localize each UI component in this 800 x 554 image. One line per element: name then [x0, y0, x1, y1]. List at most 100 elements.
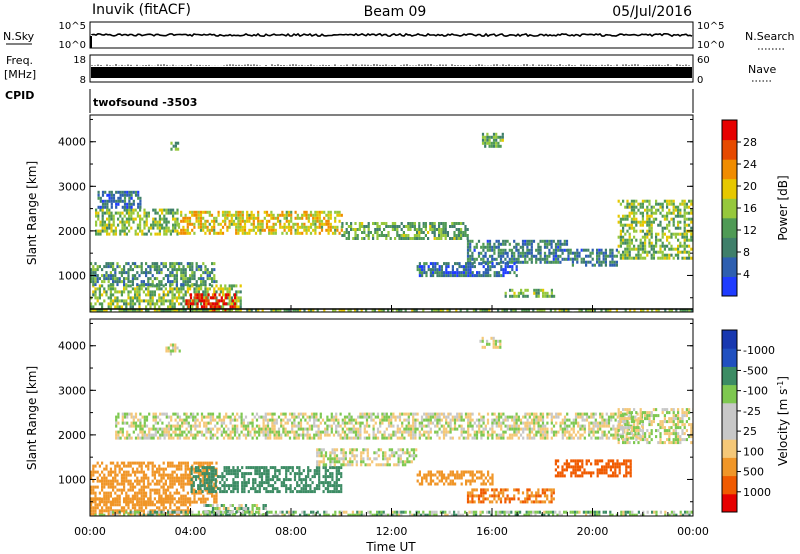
heatmap-cell	[151, 274, 154, 278]
heatmap-cell	[519, 418, 523, 422]
heatmap-cell	[152, 217, 155, 221]
heatmap-cell	[611, 248, 614, 252]
heatmap-cell	[189, 412, 193, 416]
heatmap-cell	[681, 214, 684, 218]
heatmap-cell	[576, 254, 579, 258]
heatmap-cell	[460, 265, 463, 269]
heatmap-cell	[175, 488, 178, 492]
heatmap-cell	[101, 223, 104, 227]
heatmap-cell	[561, 242, 564, 246]
heatmap-cell	[222, 436, 226, 440]
heatmap-cell	[171, 274, 174, 278]
heatmap-cell	[239, 305, 242, 309]
heatmap-cell	[109, 482, 112, 486]
heatmap-cell	[127, 482, 130, 486]
heatmap-cell	[520, 288, 523, 292]
heatmap-cell	[511, 294, 514, 298]
heatmap-cell	[189, 479, 192, 483]
heatmap-cell	[337, 418, 340, 422]
heatmap-cell	[240, 415, 243, 419]
heatmap-cell	[127, 290, 130, 294]
heatmap-cell	[237, 222, 240, 226]
heatmap-cell	[677, 232, 680, 236]
heatmap-cell	[131, 461, 134, 465]
heatmap-cell	[372, 424, 375, 428]
heatmap-cell	[128, 193, 131, 197]
heatmap-cell	[467, 430, 470, 434]
heatmap-cell	[360, 308, 363, 312]
heatmap-cell	[313, 418, 316, 422]
heatmap-cell	[176, 229, 179, 233]
heatmap-cell	[184, 473, 187, 477]
heatmap-cell	[193, 213, 196, 217]
heatmap-cell	[118, 271, 121, 275]
heatmap-cell	[214, 424, 217, 428]
heatmap-cell	[677, 214, 680, 218]
heatmap-cell	[117, 433, 120, 437]
heatmap-cell	[365, 421, 369, 425]
heatmap-cell	[537, 418, 540, 422]
heatmap-cell	[480, 433, 483, 437]
heatmap-cell	[206, 210, 209, 214]
heatmap-cell	[607, 424, 611, 428]
heatmap-cell	[142, 488, 145, 492]
heatmap-cell	[315, 424, 318, 428]
heatmap-cell	[579, 415, 582, 419]
heatmap-cell	[117, 202, 120, 206]
heatmap-cell	[277, 308, 280, 312]
heatmap-cell	[550, 415, 553, 419]
heatmap-cell	[153, 473, 156, 477]
heatmap-cell	[604, 260, 607, 264]
heatmap-cell	[90, 277, 93, 281]
heatmap-cell	[522, 291, 525, 295]
heatmap-cell	[243, 222, 247, 226]
heatmap-cell	[189, 265, 192, 269]
heatmap-cell	[504, 242, 507, 246]
heatmap-cell	[480, 274, 483, 278]
heatmap-cell	[182, 476, 185, 480]
heatmap-cell	[376, 237, 379, 240]
heatmap-cell	[506, 418, 509, 422]
heatmap-cell	[250, 210, 253, 214]
heatmap-cell	[228, 213, 231, 217]
heatmap-cell	[236, 430, 239, 434]
heatmap-cell	[229, 436, 232, 440]
heatmap-cell	[182, 488, 185, 492]
heatmap-cell	[619, 217, 622, 221]
heatmap-cell	[321, 418, 325, 422]
heatmap-cell	[95, 229, 98, 233]
y-tick-label: 1000	[58, 269, 86, 282]
heatmap-cell	[164, 293, 167, 297]
heatmap-cell	[340, 308, 343, 312]
heatmap-cell	[182, 231, 185, 235]
heatmap-cell	[182, 479, 185, 483]
heatmap-cell	[121, 193, 124, 197]
heatmap-cell	[635, 205, 638, 209]
heatmap-cell	[391, 225, 394, 228]
heatmap-cell	[96, 277, 99, 281]
heatmap-cell	[340, 213, 343, 217]
heatmap-cell	[200, 308, 203, 312]
heatmap-cell	[233, 302, 237, 306]
heatmap-cell	[136, 461, 139, 465]
heatmap-cell	[175, 464, 178, 468]
heatmap-cell	[294, 216, 297, 220]
heatmap-cell	[92, 268, 95, 272]
heatmap-cell	[655, 202, 658, 206]
heatmap-cell	[619, 232, 622, 236]
heatmap-cell	[221, 231, 225, 235]
heatmap-cell	[685, 232, 688, 236]
heatmap-cell	[134, 296, 137, 300]
heatmap-cell	[195, 500, 198, 504]
heatmap-cell	[228, 299, 231, 303]
heatmap-cell	[583, 418, 586, 422]
heatmap-cell	[129, 308, 132, 312]
heatmap-cell	[213, 216, 216, 220]
heatmap-cell	[178, 293, 181, 297]
heatmap-cell	[308, 424, 311, 428]
heatmap-cell	[211, 412, 215, 416]
heatmap-cell	[174, 217, 177, 221]
heatmap-cell	[147, 280, 150, 284]
heatmap-cell	[504, 262, 507, 266]
heatmap-cell	[605, 418, 608, 422]
